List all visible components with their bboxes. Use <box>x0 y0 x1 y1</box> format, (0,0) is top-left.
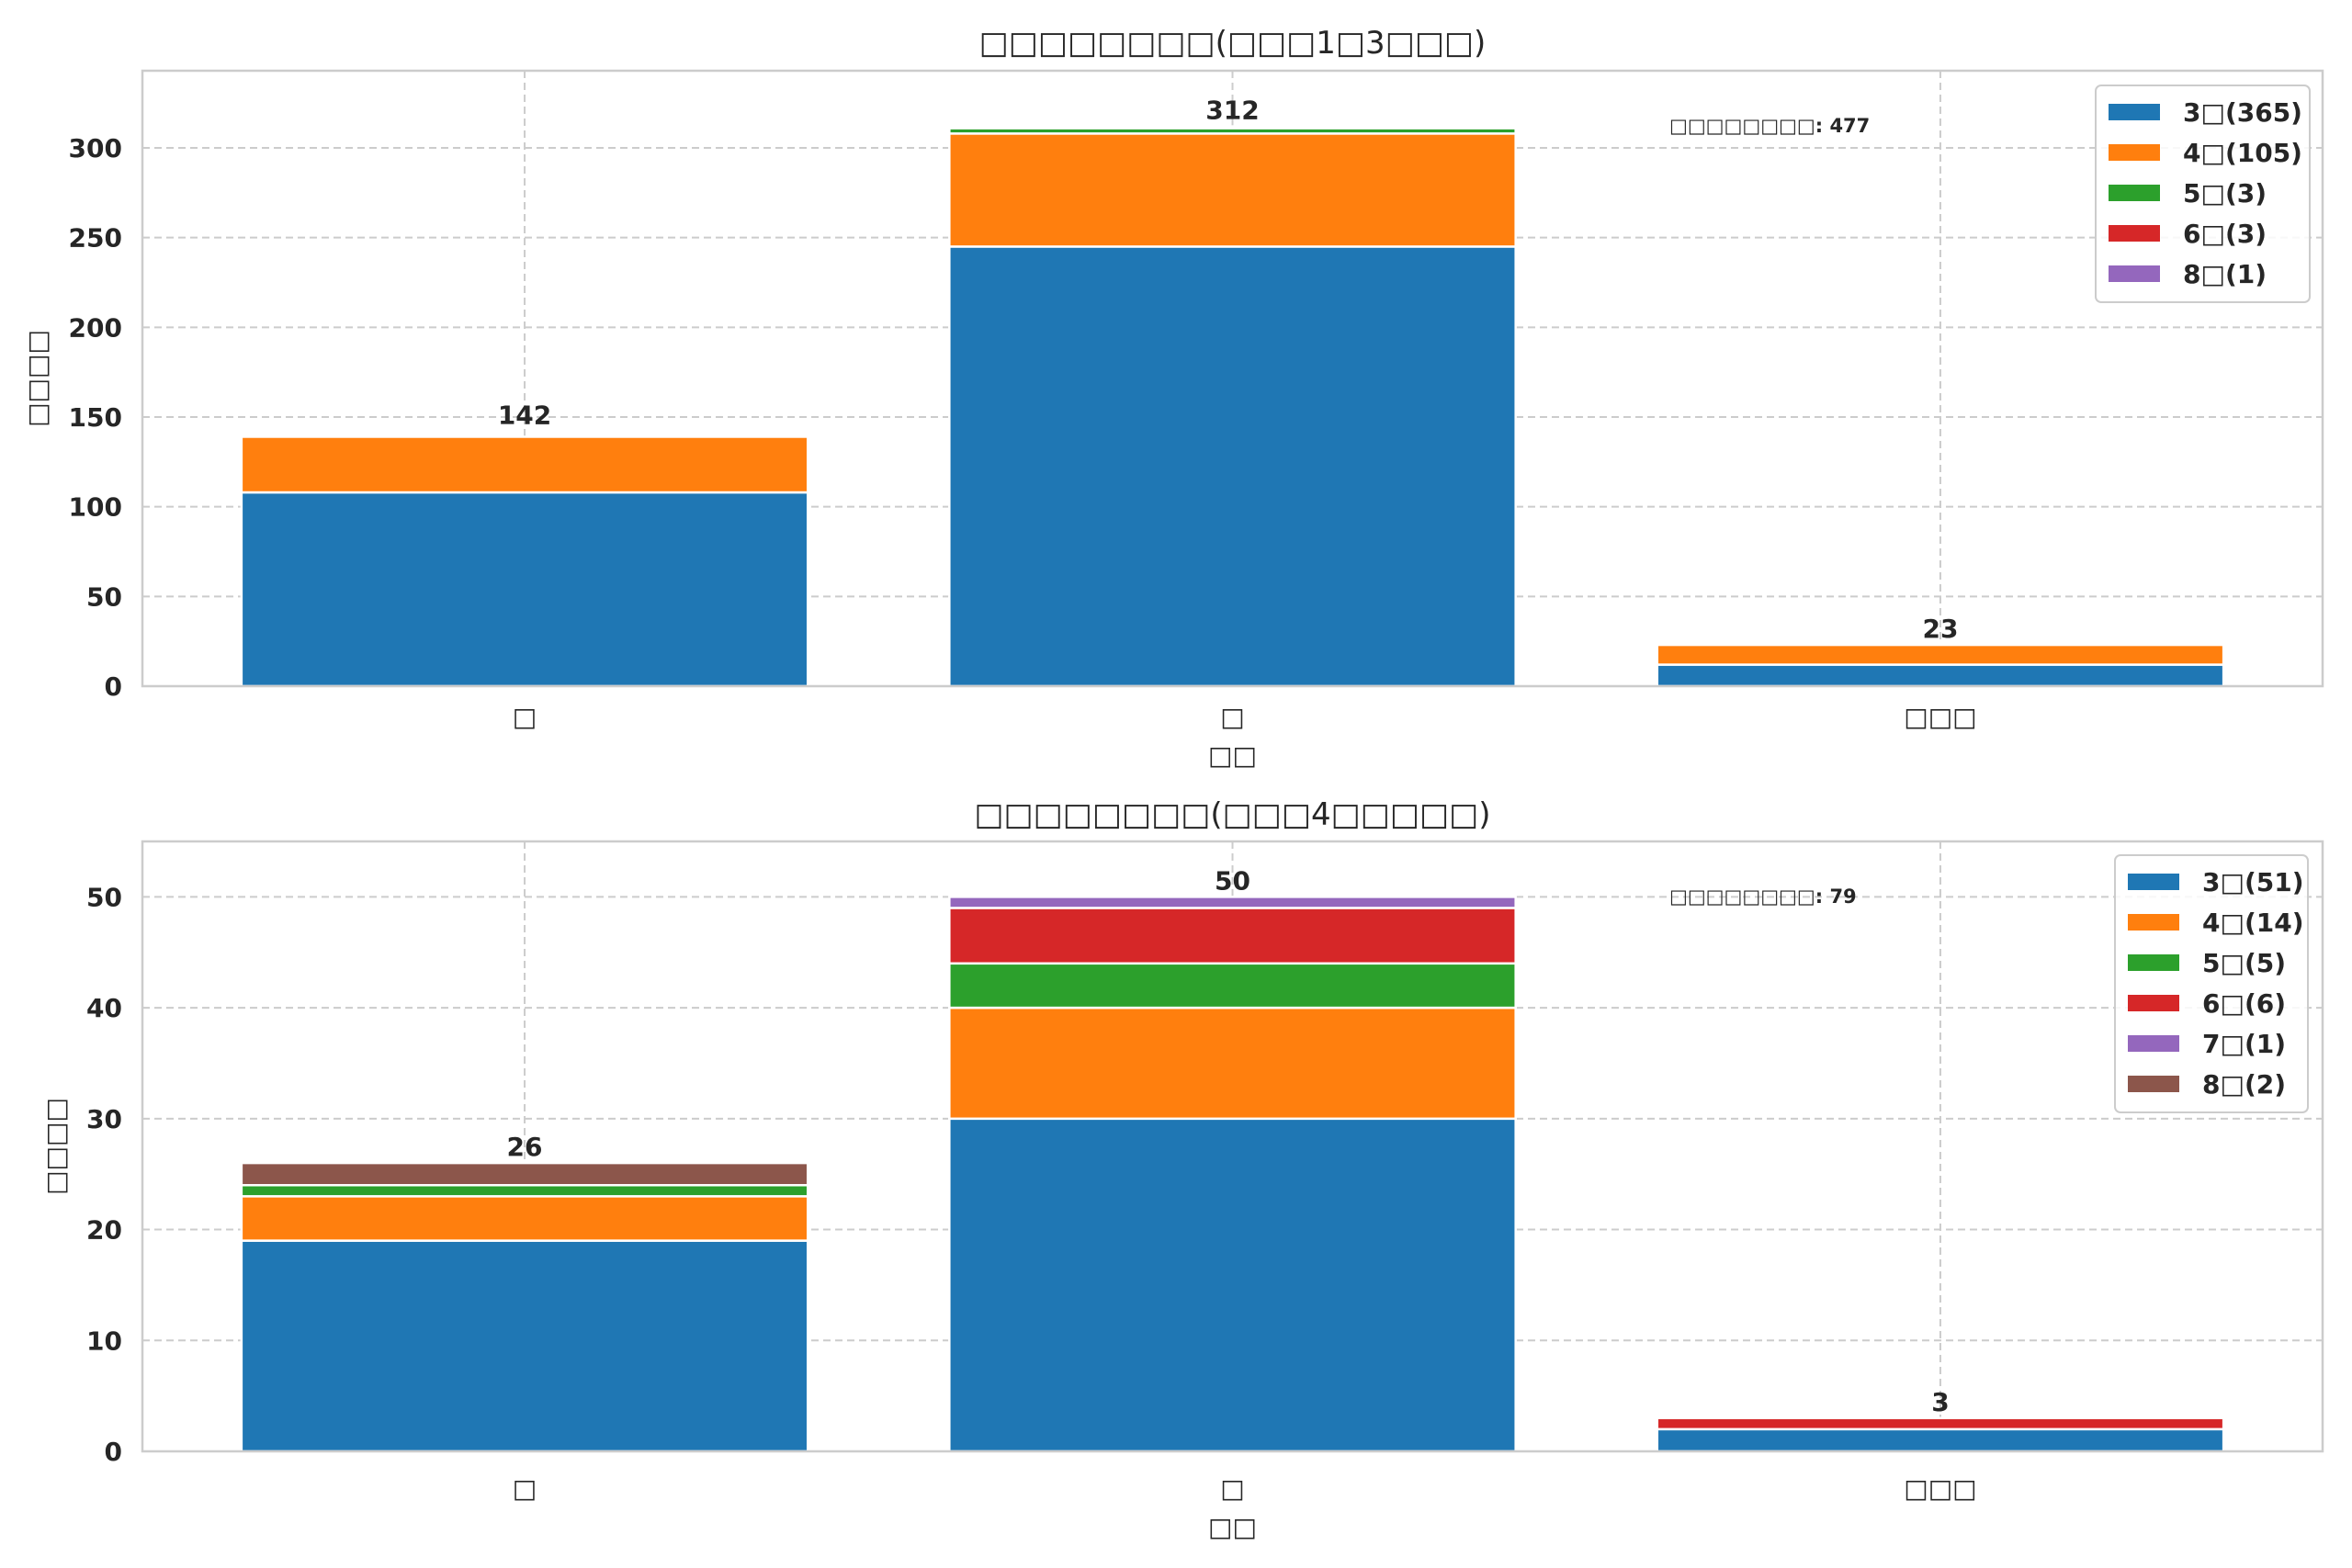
legend-label: 8□(2) <box>2202 1069 2286 1100</box>
y-tick-label: 50 <box>86 581 122 612</box>
legend-box <box>2095 85 2311 303</box>
legend-label: 4□(105) <box>2183 138 2302 168</box>
bar-segment <box>240 1161 809 1187</box>
legend-swatch <box>2109 265 2160 282</box>
y-axis-label: □□□□ <box>40 1098 71 1195</box>
y-tick-label: 200 <box>69 312 122 343</box>
legend-label: 4□(14) <box>2202 908 2304 938</box>
x-tick-label: □ <box>513 1473 537 1504</box>
legend-label: 6□(3) <box>2183 219 2267 249</box>
legend-swatch <box>2128 995 2179 1011</box>
bar-total-label: 142 <box>498 400 551 431</box>
bar-segment <box>240 1239 809 1453</box>
y-tick-label: 250 <box>69 223 122 254</box>
bar-segment <box>948 125 1517 130</box>
bar-total-label: 50 <box>1215 865 1250 896</box>
x-tick-label: □ <box>1220 1473 1244 1504</box>
legend-swatch <box>2128 1035 2179 1052</box>
x-tick-label: □□□ <box>1904 1473 1976 1504</box>
legend-label: 7□(1) <box>2202 1029 2286 1059</box>
total-annotation: □□□□□□□□: 79 <box>1669 886 1857 908</box>
legend-label: 8□(1) <box>2183 259 2267 289</box>
y-tick-label: 40 <box>86 993 122 1023</box>
y-tick-label: 300 <box>69 133 122 164</box>
legend-swatch <box>2128 874 2179 890</box>
y-tick-label: 0 <box>105 671 122 702</box>
bar-segment <box>240 435 809 494</box>
bar-total-label: 312 <box>1205 96 1259 126</box>
y-tick-label: 50 <box>86 882 122 912</box>
bar-segment <box>948 132 1517 248</box>
bar-total-label: 3 <box>1931 1387 1949 1417</box>
bar-segment <box>948 962 1517 1010</box>
x-axis-label: □□ <box>1208 1512 1257 1542</box>
bar-segment <box>1656 1416 2225 1431</box>
y-tick-label: 0 <box>105 1437 122 1467</box>
bar-segment <box>240 1184 809 1198</box>
legend-label: 3□(51) <box>2202 867 2304 897</box>
bar-segment <box>240 1195 809 1242</box>
legend-swatch <box>2109 144 2160 161</box>
bar-segment <box>948 896 1517 909</box>
chart-title: □□□□□□□□(□□□4□□□□□) <box>974 796 1490 833</box>
bar-segment <box>948 1117 1517 1453</box>
legend-label: 6□(6) <box>2202 988 2286 1019</box>
x-tick-label: □ <box>513 702 537 732</box>
legend: 3□(365) 4□(105) 5□(3) 6□(3) 8□(1) <box>2095 85 2311 303</box>
y-tick-label: 20 <box>86 1215 122 1246</box>
legend-swatch <box>2109 104 2160 120</box>
chart-title: □□□□□□□□(□□□1□3□□□) <box>979 25 1487 62</box>
y-tick-label: 100 <box>69 492 122 523</box>
x-tick-label: □ <box>1220 702 1244 732</box>
bar-segment <box>948 907 1517 965</box>
legend-label: 5□(3) <box>2183 178 2267 209</box>
bar-segment <box>1656 663 2225 688</box>
bar-segment <box>948 1006 1517 1121</box>
axes-frame <box>141 69 2324 688</box>
x-tick-label: □□□ <box>1904 702 1976 732</box>
bar-segment <box>1656 1427 2225 1453</box>
legend-swatch <box>2128 1076 2179 1092</box>
y-tick-label: 30 <box>86 1104 122 1134</box>
bar-segment <box>948 245 1517 688</box>
legend: 3□(51) 4□(14) 5□(5) 6□(6) 7□(1) 8□(2) <box>2114 854 2309 1113</box>
axes-frame <box>141 840 2324 1453</box>
legend-label: 3□(365) <box>2183 97 2302 128</box>
x-axis-label: □□ <box>1208 740 1257 771</box>
legend-swatch <box>2109 185 2160 201</box>
y-axis-label: □□□□ <box>22 330 52 427</box>
legend-swatch <box>2128 954 2179 971</box>
bar-total-label: 26 <box>507 1132 543 1162</box>
legend-swatch <box>2128 914 2179 931</box>
legend-label: 5□(5) <box>2202 948 2286 978</box>
legend-swatch <box>2109 225 2160 242</box>
bar-total-label: 23 <box>1922 614 1958 644</box>
y-tick-label: 150 <box>69 402 122 433</box>
total-annotation: □□□□□□□□: 477 <box>1669 115 1870 137</box>
bar-segment <box>1656 643 2225 666</box>
y-tick-label: 10 <box>86 1325 122 1356</box>
bar-segment <box>240 491 809 688</box>
